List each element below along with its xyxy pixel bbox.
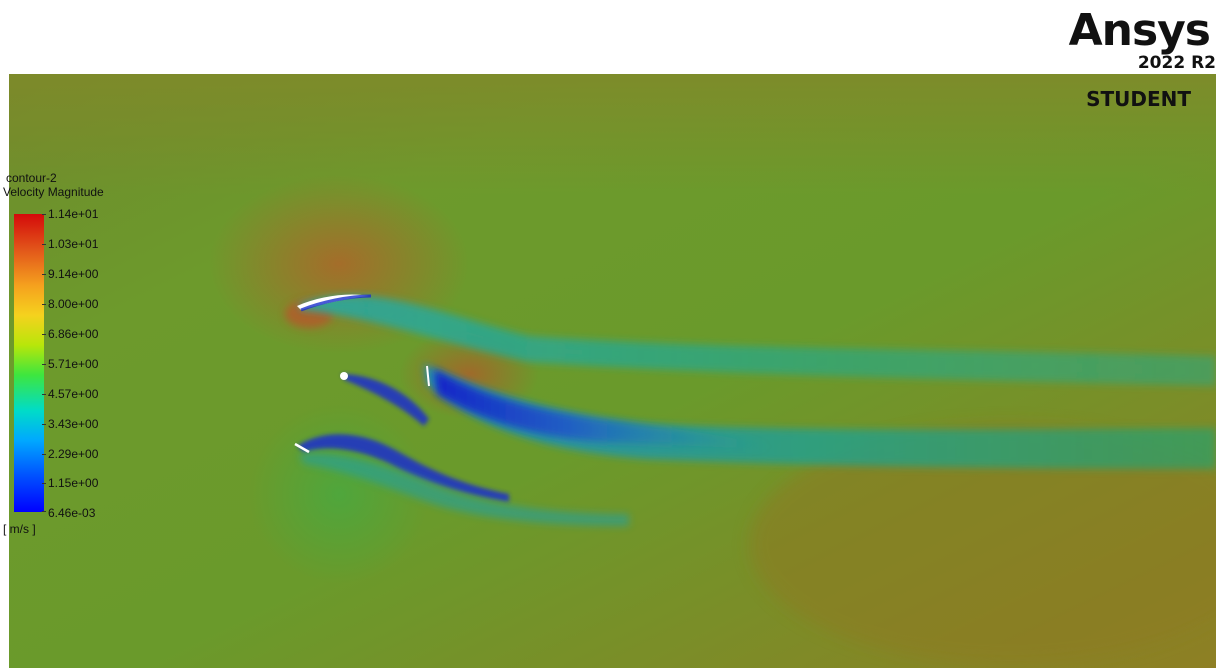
legend-colorbar — [14, 214, 44, 512]
legend-tick — [42, 244, 46, 245]
legend-label: 1.15e+00 — [48, 477, 98, 490]
legend-label: 9.14e+00 — [48, 268, 98, 281]
legend-label: 5.71e+00 — [48, 358, 98, 371]
legend-tick — [42, 483, 46, 484]
legend-label: 6.86e+00 — [48, 328, 98, 341]
legend-quantity: Velocity Magnitude — [3, 186, 104, 199]
legend-unit: [ m/s ] — [3, 523, 36, 536]
legend-title: contour-2 — [6, 172, 57, 185]
legend-label: 6.46e-03 — [48, 507, 95, 520]
legend-label: 1.14e+01 — [48, 208, 98, 221]
contour-viewport[interactable] — [9, 74, 1216, 668]
logo-version: 2022 R2 — [1138, 54, 1216, 72]
legend-label: 2.29e+00 — [48, 448, 98, 461]
legend-tick — [42, 334, 46, 335]
logo-edition: STUDENT — [1086, 88, 1191, 110]
legend-tick — [42, 364, 46, 365]
velocity-contour-plot — [9, 74, 1216, 668]
legend-tick — [42, 394, 46, 395]
logo-brand: Ansys — [1069, 8, 1210, 54]
color-legend: contour-2 Velocity Magnitude 1.14e+01 1.… — [0, 170, 140, 550]
legend-tick — [42, 424, 46, 425]
ansys-logo: Ansys 2022 R2 STUDENT — [1036, 8, 1216, 113]
legend-label: 1.03e+01 — [48, 238, 98, 251]
legend-tick — [42, 304, 46, 305]
top-shading — [9, 74, 1216, 194]
legend-label: 4.57e+00 — [48, 388, 98, 401]
legend-tick — [42, 454, 46, 455]
blade-center-leading-edge — [340, 372, 348, 380]
legend-tick — [42, 214, 46, 215]
legend-tick — [42, 511, 46, 512]
vortex-halo — [249, 404, 429, 584]
legend-tick — [42, 274, 46, 275]
legend-label: 8.00e+00 — [48, 298, 98, 311]
legend-label: 3.43e+00 — [48, 418, 98, 431]
